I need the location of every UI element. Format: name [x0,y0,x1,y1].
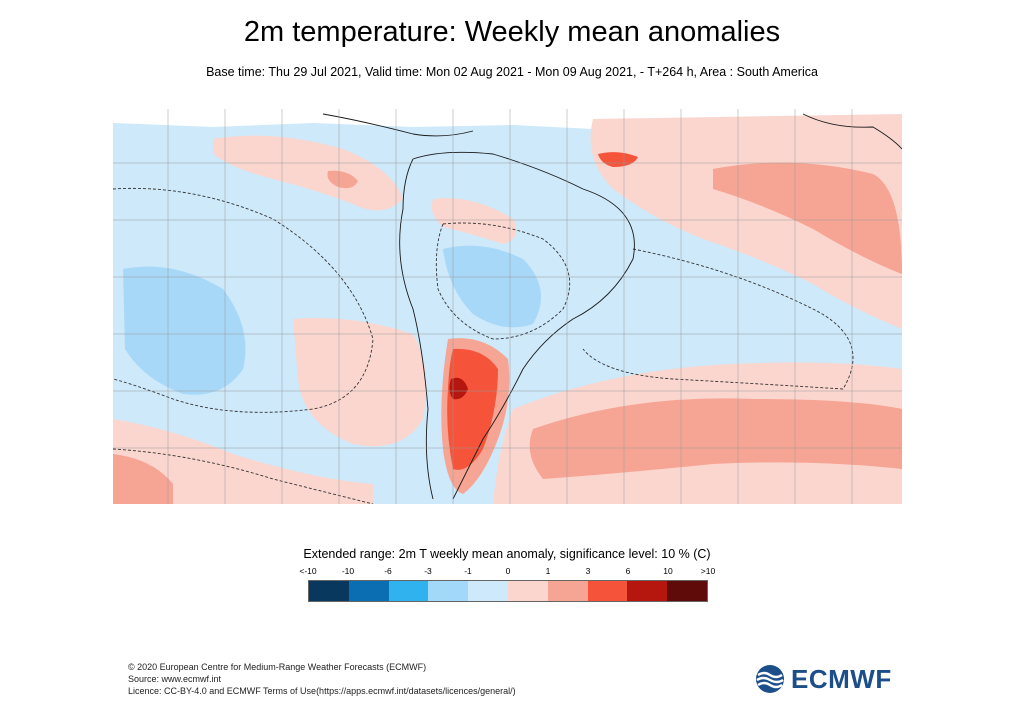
legend-tick-label: -1 [464,566,472,576]
anomaly-map [113,109,902,504]
legend-swatch [667,581,707,601]
warm-anomaly-north-pacific [213,135,403,211]
legend-swatch [309,581,349,601]
legend-swatch [348,581,389,601]
legend-ticks: <-10 -10 -6 -3 -1 0 1 3 6 10 >10 [288,566,728,578]
cold-anomaly-west-pacific [123,266,246,395]
legend-swatch [388,581,429,601]
legend-title: Extended range: 2m T weekly mean anomaly… [303,547,711,561]
legend-tick-label: 0 [505,566,511,576]
legend-colorbar [308,580,708,602]
legend-tick-label: 6 [625,566,631,576]
logo-text: ECMWF [791,663,892,694]
warm-anomaly-atlantic-core [713,162,902,274]
legend-swatch [587,581,628,601]
footer: © 2020 European Centre for Medium-Range … [128,661,516,697]
legend-swatch [507,581,548,601]
warm-anomaly-south-pacific [293,318,427,447]
licence-text: Licence: CC-BY-4.0 and ECMWF Terms of Us… [128,686,516,696]
legend-tick-label: -3 [424,566,432,576]
warm-anomaly-argentina-max [449,377,468,400]
map-title: 2m temperature: Weekly mean anomalies [243,16,781,48]
map-subtitle: Base time: Thu 29 Jul 2021, Valid time: … [206,65,818,79]
warm-anomaly-southwest [113,419,373,504]
copyright-text: © 2020 European Centre for Medium-Range … [128,662,427,672]
legend-swatch [627,581,668,601]
ecmwf-logo-icon [756,665,784,693]
warm-anomaly-south-atlantic-core [529,398,902,479]
legend-tick-label: 3 [585,566,591,576]
legend-tick-label: 1 [545,566,551,576]
legend-tick-label: >10 [700,566,716,576]
legend-swatch [547,581,588,601]
graticule [113,109,902,504]
significance-contours [113,187,854,504]
legend-tick-label: -6 [384,566,392,576]
legend-swatch [428,581,469,601]
source-text: Source: www.ecmwf.int [128,674,222,684]
warm-anomaly-north-pacific-core [327,170,358,189]
cold-anomaly-brazil-core [443,245,541,328]
warm-anomaly-northeast-brazil [598,152,638,167]
legend-tick-label: <-10 [299,566,317,576]
legend-tick-label: -10 [341,566,355,576]
ecmwf-logo: ECMWF [753,664,892,694]
legend-swatch [468,581,508,601]
warm-anomaly-southwest-core [113,454,173,504]
legend-tick-label: 10 [663,566,673,576]
